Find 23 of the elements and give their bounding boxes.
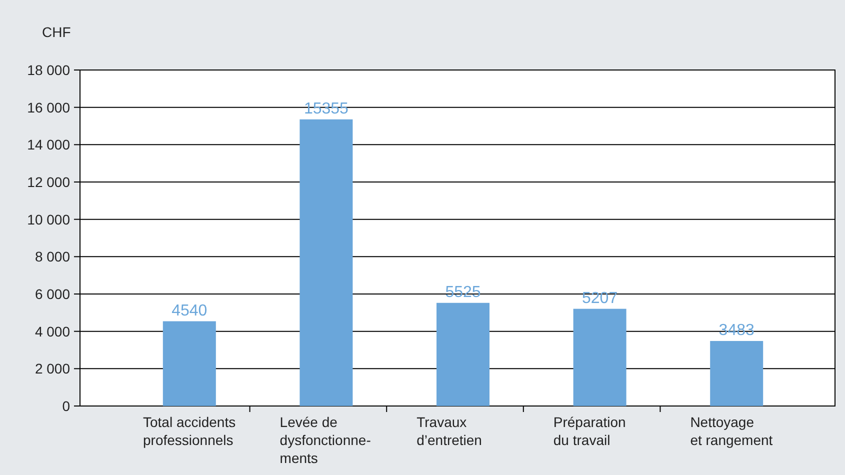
y-tick-label: 0 [62,398,70,414]
y-tick-label: 2 000 [34,360,70,377]
x-tick-label: Levée de dysfonctionne- ments [280,414,372,466]
y-axis-title: CHF [42,24,71,40]
x-tick-label: Nettoyage et rangement [690,414,773,448]
data-label: 5207 [582,290,618,307]
y-tick-label: 12 000 [27,174,70,190]
y-tick-label: 4 000 [34,323,70,340]
y-tick-label: 18 000 [27,62,70,78]
y-tick-label: 8 000 [34,248,70,265]
data-label: 4540 [172,302,208,320]
y-tick-label: 14 000 [27,136,70,153]
bar [162,321,216,406]
bar [300,119,353,406]
x-tick-label: Travaux d’entretien [416,414,482,448]
y-tick-label: 6 000 [34,286,70,302]
bar [436,302,490,406]
x-tick-label: Préparation du travail [553,414,626,448]
x-tick-label: Total accidents professionnels [143,414,236,448]
y-tick-label: 16 000 [27,99,70,116]
bar [573,308,626,406]
y-tick-label: 10 000 [27,211,70,228]
bar [710,340,764,406]
